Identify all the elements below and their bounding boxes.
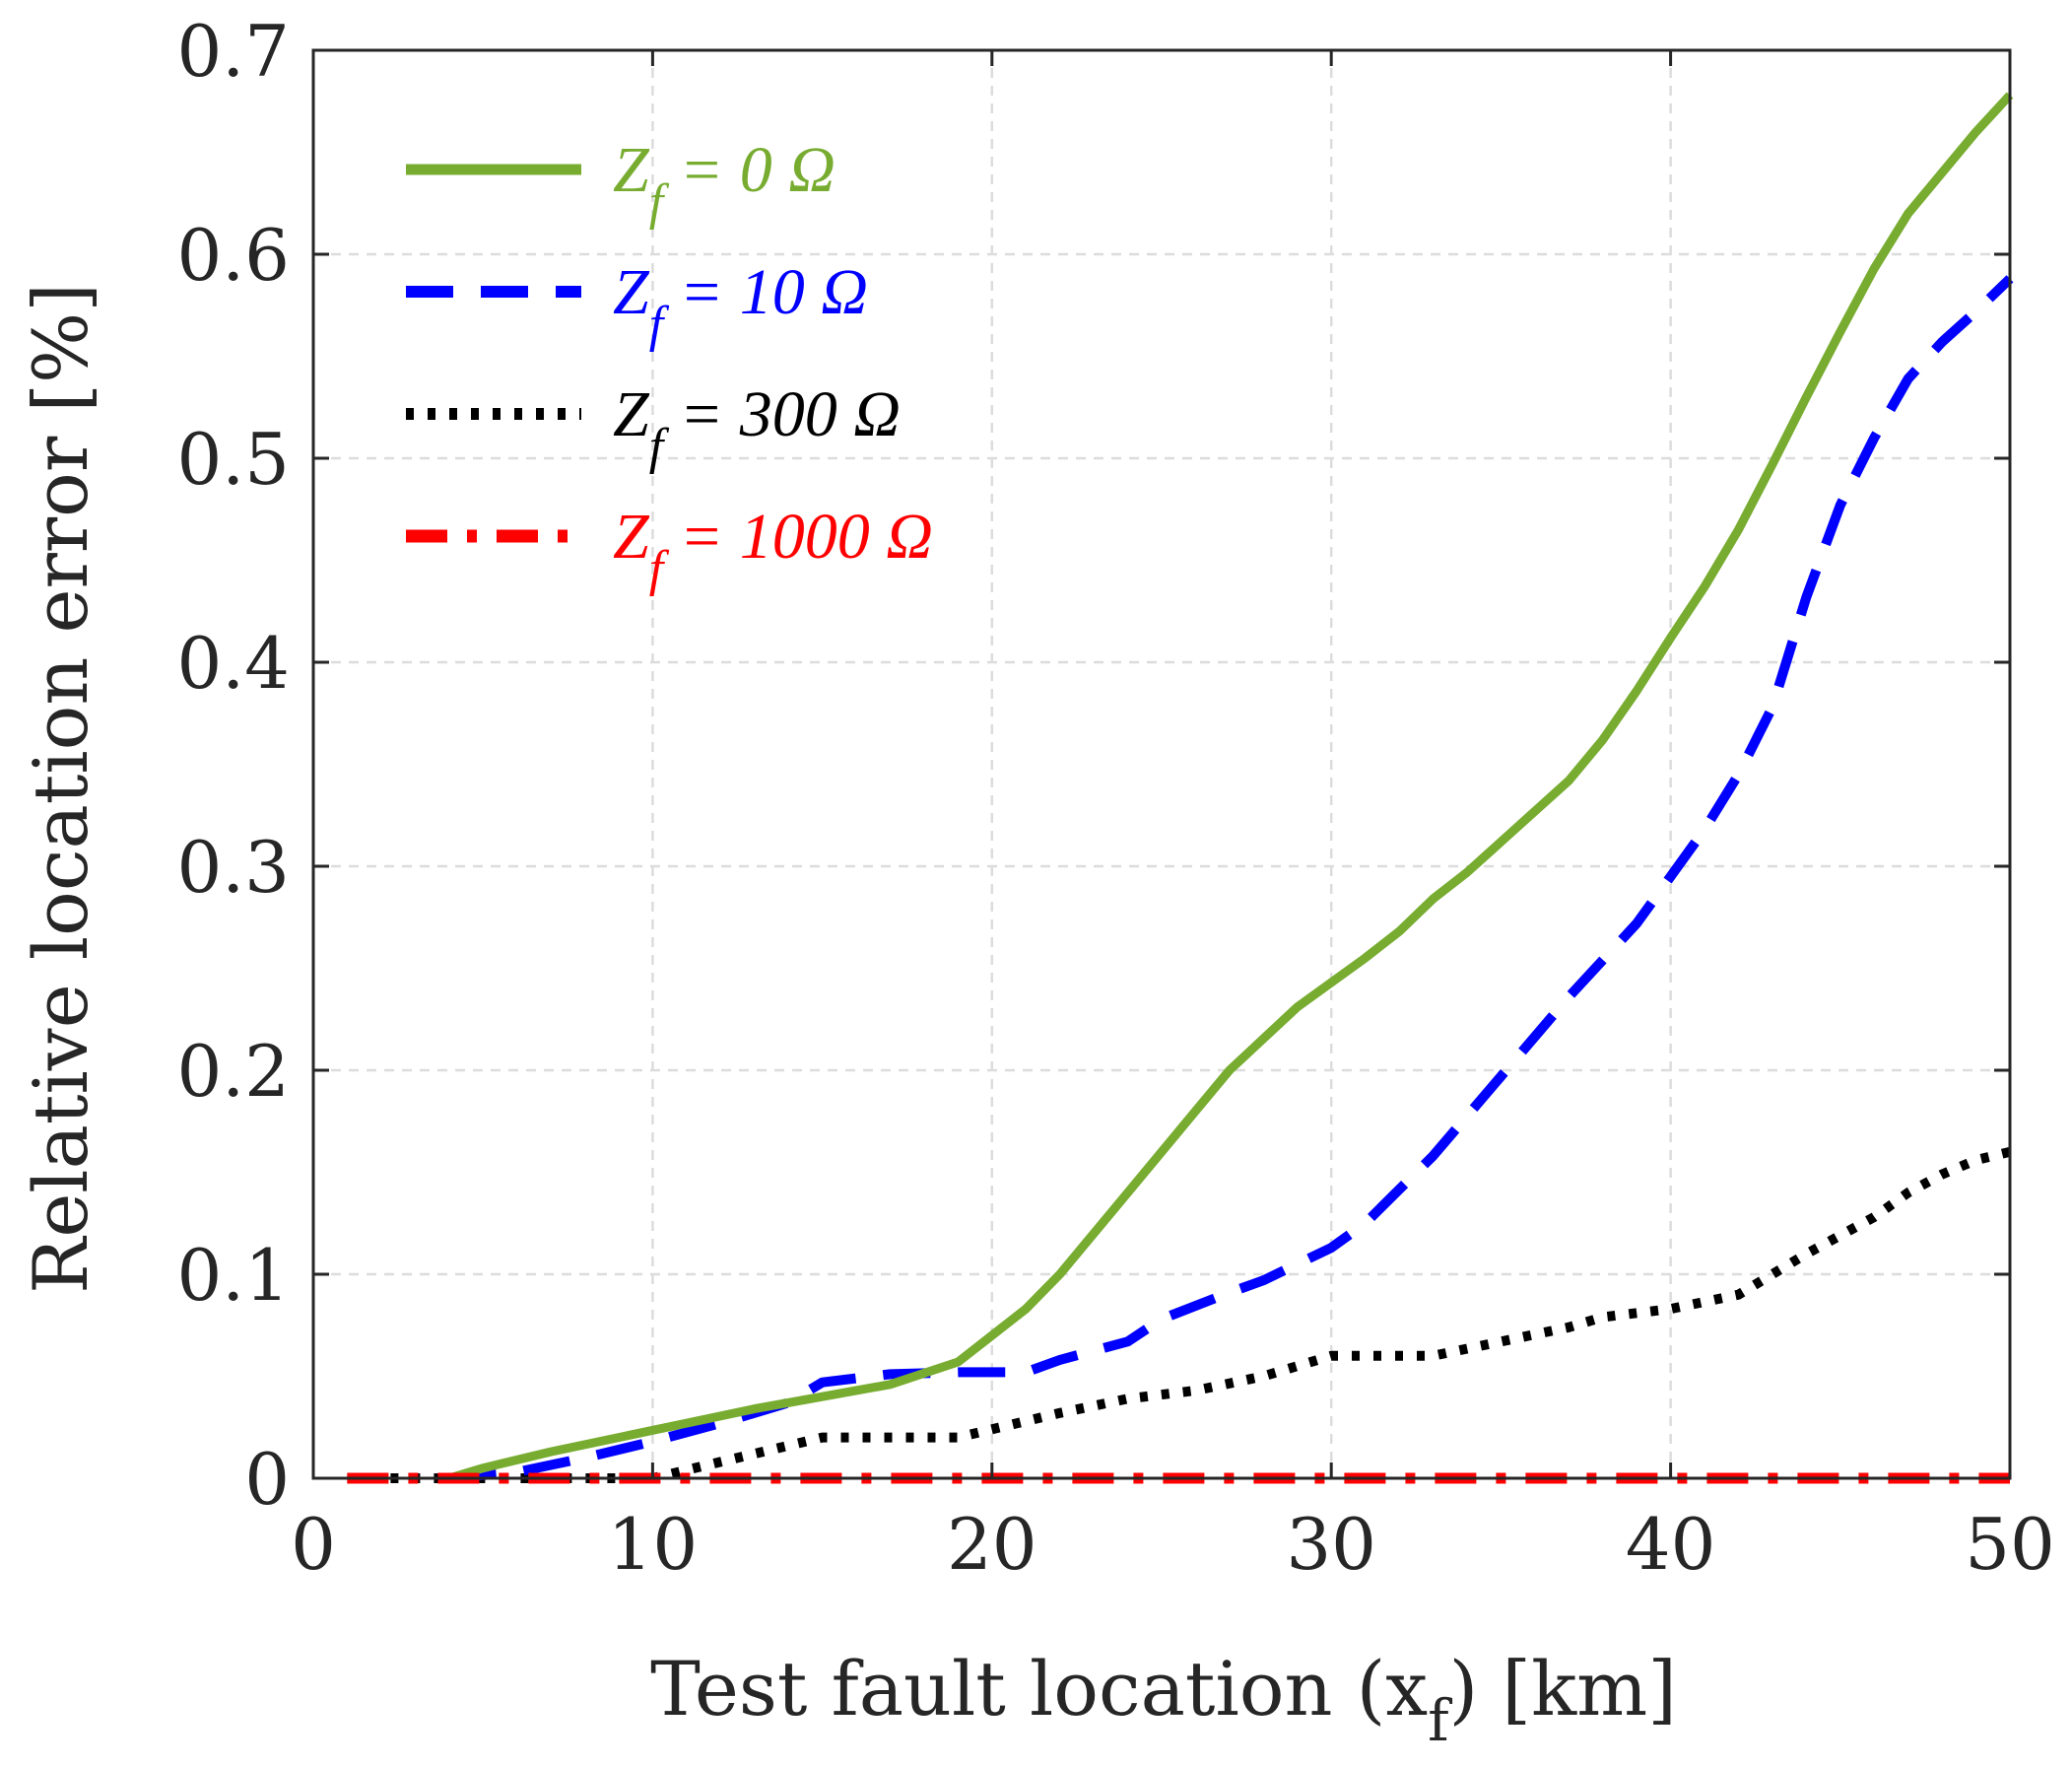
y-tick-label: 0.3 bbox=[176, 826, 290, 909]
legend-label-4: Zf = 1000 Ω bbox=[613, 501, 933, 597]
x-tick-label: 40 bbox=[1626, 1503, 1716, 1586]
grid bbox=[313, 50, 2010, 1478]
x-tick-label: 0 bbox=[291, 1503, 336, 1586]
x-axis-label: Test fault location (xf) [km] bbox=[650, 1645, 1677, 1754]
x-tick-label: 50 bbox=[1965, 1503, 2055, 1586]
y-tick-label: 0.5 bbox=[176, 418, 290, 501]
y-tick-label: 0 bbox=[244, 1438, 290, 1521]
y-tick-label: 0.1 bbox=[176, 1234, 290, 1317]
x-tick-label: 10 bbox=[608, 1503, 699, 1586]
plot-box bbox=[311, 48, 2012, 1480]
series-line-1 bbox=[447, 92, 2014, 1483]
x-tick-label: 30 bbox=[1286, 1503, 1376, 1586]
y-tick-label: 0.7 bbox=[176, 10, 290, 93]
legend: Zf = 0 ΩZf = 10 ΩZf = 300 ΩZf = 1000 Ω bbox=[406, 134, 933, 597]
series-line-3 bbox=[347, 1146, 2012, 1483]
axes-frame bbox=[311, 48, 2012, 1480]
legend-label-3: Zf = 300 Ω bbox=[613, 378, 901, 475]
y-axis-label: Relative location error [%] bbox=[17, 283, 104, 1294]
legend-label-1: Zf = 0 Ω bbox=[613, 134, 835, 231]
x-tick-label: 20 bbox=[947, 1503, 1037, 1586]
tick-labels: 0 10 20 30 40 50 0 0.1 0.2 0.3 0.4 0.5 0.6 0.7 bbox=[176, 10, 2054, 1586]
y-tick-label: 0.4 bbox=[176, 622, 290, 705]
y-tick-label: 0.2 bbox=[176, 1030, 290, 1113]
series-line-2 bbox=[448, 275, 2014, 1483]
y-tick-label: 0.6 bbox=[176, 214, 290, 297]
